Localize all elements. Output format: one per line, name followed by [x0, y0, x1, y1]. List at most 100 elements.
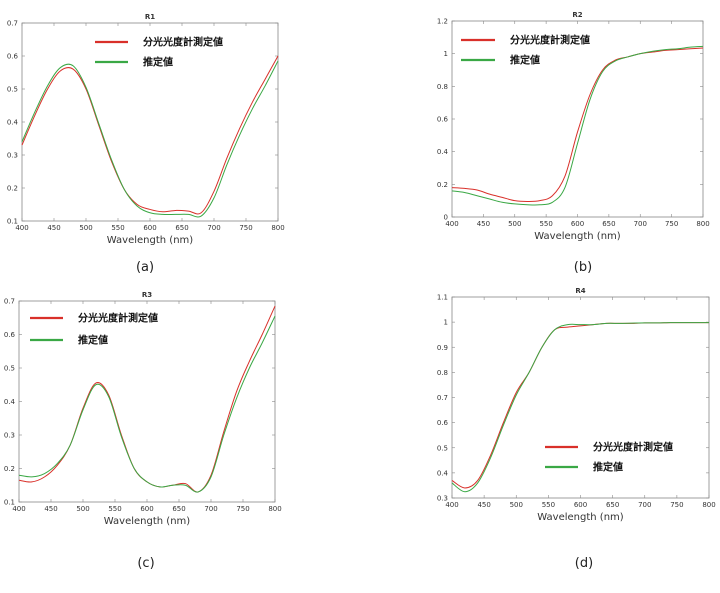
legend-label: 分光光度計測定値: [593, 441, 673, 454]
y-tick-label: 0.8: [437, 369, 448, 377]
y-tick-label: 0.7: [437, 394, 448, 402]
x-tick-label: 450: [477, 220, 490, 228]
x-tick-label: 650: [175, 224, 188, 232]
figure-caption: (c): [137, 556, 154, 571]
y-tick-label: 0.3: [7, 152, 18, 160]
x-tick-label: 750: [670, 501, 683, 509]
y-tick-label: 0.8: [437, 83, 448, 91]
x-tick-label: 500: [79, 224, 92, 232]
y-tick-label: 0.7: [4, 298, 15, 306]
chart-r3: R3 400 450 500 550 600 650 700 750 800 0.1 0.2 0.3 0.…: [4, 291, 282, 571]
figure-caption: (b): [574, 260, 592, 275]
x-tick-label: 450: [47, 224, 60, 232]
y-tick-label: 0.9: [437, 344, 448, 352]
chart-title: R3: [142, 291, 152, 299]
chart-r4: R4 400 450 500 550 600 650 700 750 800 0.3 0.4 0.5 0.…: [437, 287, 716, 571]
plot-area: [451, 296, 710, 499]
series-line-measured: [451, 47, 704, 202]
x-tick-label: 450: [477, 501, 490, 509]
y-tick-label: 0.4: [7, 119, 19, 127]
y-tick-label: 0.6: [7, 53, 19, 61]
legend-label: 推定値: [593, 461, 623, 474]
legend-label: 推定値: [143, 56, 173, 69]
y-tick-label: 0.4: [4, 398, 16, 406]
y-tick-label: 0.2: [4, 465, 15, 473]
plot-area: [18, 300, 276, 503]
x-tick-label: 600: [571, 220, 584, 228]
chart-r2: R2 400 450 500 550 600 650 700 750 800 0 0.2 0.4 0.6 0…: [437, 11, 710, 275]
series-line-estimated: [451, 322, 709, 493]
legend-label: 推定値: [510, 54, 540, 67]
x-tick-label: 650: [602, 220, 615, 228]
x-tick-label: 500: [510, 501, 523, 509]
x-axis-label: Wavelength (nm): [104, 516, 190, 527]
x-tick-label: 650: [606, 501, 619, 509]
x-tick-label: 600: [140, 505, 153, 513]
y-tick-label: 0.1: [7, 218, 18, 226]
y-tick-label: 0.2: [437, 181, 448, 189]
x-tick-label: 450: [44, 505, 57, 513]
series-line-estimated: [451, 45, 704, 206]
series-line-estimated: [21, 60, 279, 218]
x-tick-label: 400: [445, 501, 458, 509]
x-tick-label: 600: [143, 224, 156, 232]
y-tick-label: 0.3: [437, 495, 448, 503]
plot-area: [451, 20, 704, 218]
legend-label: 分光光度計測定値: [510, 34, 590, 47]
x-tick-label: 600: [574, 501, 587, 509]
legend-label: 分光光度計測定値: [143, 36, 223, 49]
x-tick-label: 550: [542, 501, 555, 509]
y-tick-label: 0.3: [4, 432, 15, 440]
y-tick-label: 0.5: [437, 444, 448, 452]
chart-title: R4: [575, 287, 585, 295]
x-tick-label: 400: [15, 224, 28, 232]
legend-label: 分光光度計測定値: [78, 312, 158, 325]
x-tick-label: 400: [445, 220, 458, 228]
x-axis-label: Wavelength (nm): [534, 231, 620, 242]
y-tick-label: 0.5: [4, 365, 15, 373]
x-tick-label: 750: [239, 224, 252, 232]
x-tick-label: 750: [665, 220, 678, 228]
x-axis-label: Wavelength (nm): [537, 512, 623, 523]
chart-title: R1: [145, 13, 155, 21]
y-tick-label: 0.6: [437, 419, 449, 427]
x-axis-label: Wavelength (nm): [107, 235, 193, 246]
x-tick-label: 550: [108, 505, 121, 513]
y-tick-label: 1: [444, 319, 448, 327]
x-tick-label: 400: [12, 505, 25, 513]
plot-area: [21, 22, 279, 222]
x-tick-label: 750: [236, 505, 249, 513]
legend-label: 推定値: [78, 334, 108, 347]
y-tick-label: 0.6: [437, 116, 449, 124]
y-tick-label: 0.6: [4, 331, 16, 339]
figure-caption: (d): [575, 556, 593, 571]
y-tick-label: 0: [444, 214, 448, 222]
figure-caption: (a): [136, 260, 154, 275]
x-tick-label: 650: [172, 505, 185, 513]
x-tick-label: 500: [76, 505, 89, 513]
y-tick-label: 0.2: [7, 185, 18, 193]
x-tick-label: 800: [268, 505, 281, 513]
y-tick-label: 1.2: [437, 18, 448, 26]
series-line-measured: [21, 55, 279, 215]
y-tick-label: 0.4: [437, 469, 449, 477]
chart-title: R2: [572, 11, 582, 19]
x-tick-label: 800: [696, 220, 709, 228]
y-tick-label: 0.1: [4, 499, 15, 507]
series-line-estimated: [18, 315, 276, 493]
x-tick-label: 550: [539, 220, 552, 228]
chart-r1: R1 400 450 500 550 600 650 700 750 800 0.1 0.2 0.3 0.…: [7, 13, 285, 275]
x-tick-label: 700: [204, 505, 217, 513]
x-tick-label: 800: [702, 501, 715, 509]
x-tick-label: 500: [508, 220, 521, 228]
y-tick-label: 1.1: [437, 294, 448, 302]
y-tick-label: 0.7: [7, 20, 18, 28]
x-tick-label: 550: [111, 224, 124, 232]
x-tick-label: 700: [634, 220, 647, 228]
x-tick-label: 800: [271, 224, 284, 232]
y-tick-label: 1: [444, 50, 448, 58]
y-tick-label: 0.4: [437, 148, 449, 156]
y-tick-label: 0.5: [7, 86, 18, 94]
